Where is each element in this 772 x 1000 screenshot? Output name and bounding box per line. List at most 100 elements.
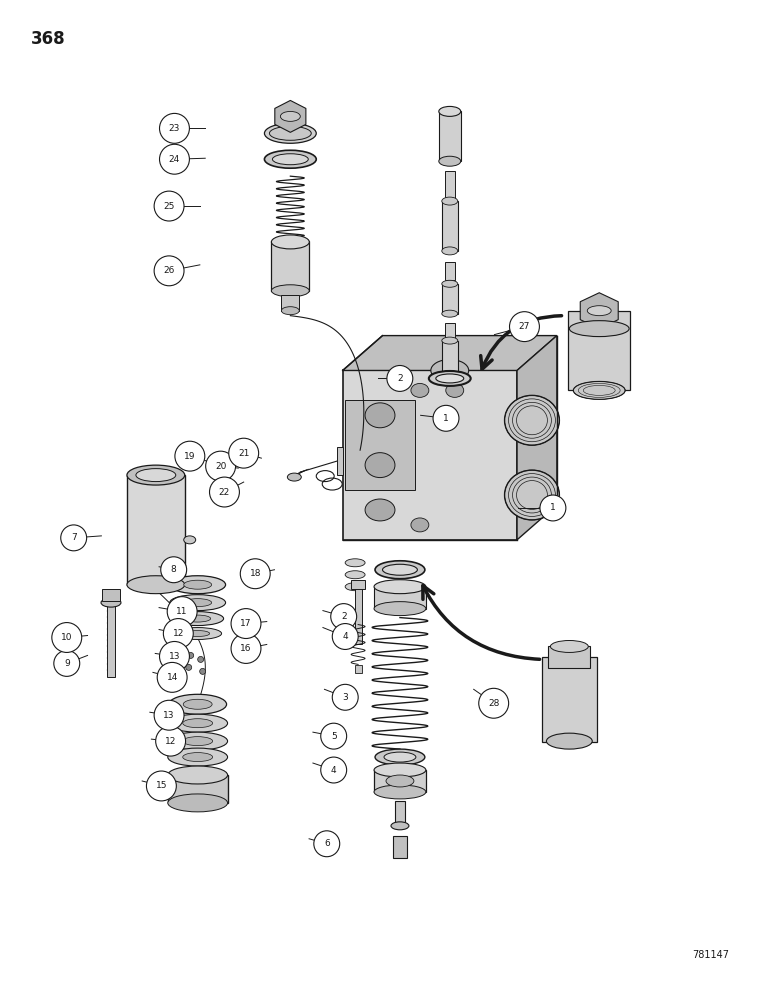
- Text: 28: 28: [488, 699, 499, 708]
- Circle shape: [320, 723, 347, 749]
- Text: 13: 13: [169, 652, 180, 661]
- Circle shape: [175, 441, 205, 471]
- Ellipse shape: [168, 794, 228, 812]
- Ellipse shape: [375, 749, 425, 765]
- Text: 8: 8: [171, 565, 177, 574]
- Circle shape: [330, 604, 357, 630]
- Text: 21: 21: [238, 449, 249, 458]
- Text: 20: 20: [215, 462, 226, 471]
- Bar: [127, 475, 185, 585]
- Text: 2: 2: [341, 612, 347, 621]
- Ellipse shape: [442, 247, 458, 255]
- Ellipse shape: [101, 598, 121, 607]
- Ellipse shape: [505, 395, 560, 445]
- Ellipse shape: [269, 126, 311, 140]
- Ellipse shape: [365, 403, 395, 428]
- Circle shape: [479, 688, 509, 718]
- Ellipse shape: [550, 640, 588, 652]
- Circle shape: [188, 652, 194, 658]
- Ellipse shape: [183, 699, 212, 709]
- Text: 4: 4: [331, 766, 337, 775]
- Text: 23: 23: [169, 124, 180, 133]
- Circle shape: [52, 623, 82, 652]
- Circle shape: [154, 256, 184, 286]
- Text: 15: 15: [156, 781, 167, 790]
- Text: 14: 14: [167, 673, 178, 682]
- Circle shape: [209, 477, 239, 507]
- Text: 5: 5: [331, 732, 337, 741]
- Bar: [343, 370, 517, 540]
- Bar: [107, 602, 115, 677]
- Circle shape: [540, 495, 566, 521]
- Ellipse shape: [172, 612, 224, 626]
- Circle shape: [332, 624, 358, 649]
- Ellipse shape: [375, 561, 425, 579]
- Circle shape: [231, 609, 261, 638]
- Text: 1: 1: [550, 503, 556, 512]
- Circle shape: [61, 525, 86, 551]
- Circle shape: [387, 365, 413, 391]
- Bar: [542, 657, 597, 742]
- Text: 26: 26: [164, 266, 174, 275]
- Circle shape: [186, 664, 191, 670]
- Text: 16: 16: [240, 644, 252, 653]
- Ellipse shape: [345, 583, 365, 591]
- Circle shape: [54, 650, 80, 676]
- Text: 1: 1: [443, 414, 449, 423]
- Circle shape: [160, 144, 189, 174]
- Circle shape: [198, 656, 204, 662]
- Text: 368: 368: [32, 30, 66, 48]
- Bar: [395, 801, 405, 826]
- Text: 13: 13: [164, 711, 174, 720]
- Ellipse shape: [186, 631, 210, 637]
- Ellipse shape: [345, 559, 365, 567]
- Text: 12: 12: [165, 737, 176, 746]
- Bar: [393, 836, 407, 858]
- Text: 19: 19: [184, 452, 195, 461]
- Ellipse shape: [183, 737, 212, 746]
- Ellipse shape: [174, 628, 222, 639]
- Ellipse shape: [374, 602, 426, 616]
- Polygon shape: [581, 293, 618, 329]
- Ellipse shape: [547, 733, 592, 749]
- Ellipse shape: [168, 732, 228, 750]
- Text: 6: 6: [324, 839, 330, 848]
- Ellipse shape: [574, 381, 625, 399]
- Bar: [351, 580, 365, 589]
- Text: 2: 2: [397, 374, 403, 383]
- Ellipse shape: [127, 576, 185, 594]
- Ellipse shape: [365, 499, 395, 521]
- Bar: [374, 587, 426, 609]
- Bar: [438, 111, 461, 161]
- Ellipse shape: [287, 473, 301, 481]
- Bar: [168, 775, 228, 803]
- Ellipse shape: [184, 536, 195, 544]
- Ellipse shape: [391, 822, 409, 830]
- Circle shape: [160, 113, 189, 143]
- Ellipse shape: [411, 518, 428, 532]
- Ellipse shape: [281, 307, 300, 315]
- Text: 22: 22: [218, 488, 230, 497]
- Text: 18: 18: [249, 569, 261, 578]
- Text: 9: 9: [64, 659, 69, 668]
- Ellipse shape: [384, 752, 416, 762]
- Ellipse shape: [382, 564, 418, 575]
- Ellipse shape: [168, 748, 228, 766]
- Ellipse shape: [170, 595, 225, 611]
- Ellipse shape: [428, 371, 471, 386]
- Circle shape: [147, 771, 176, 801]
- Bar: [568, 311, 630, 390]
- Ellipse shape: [442, 280, 458, 287]
- Bar: [354, 585, 361, 644]
- Ellipse shape: [168, 766, 228, 784]
- Bar: [354, 665, 361, 673]
- Ellipse shape: [169, 694, 226, 714]
- Circle shape: [156, 726, 185, 756]
- Circle shape: [320, 757, 347, 783]
- Ellipse shape: [365, 453, 395, 478]
- Ellipse shape: [442, 310, 458, 317]
- Ellipse shape: [272, 285, 310, 297]
- Circle shape: [154, 191, 184, 221]
- Ellipse shape: [280, 111, 300, 121]
- Circle shape: [154, 700, 184, 730]
